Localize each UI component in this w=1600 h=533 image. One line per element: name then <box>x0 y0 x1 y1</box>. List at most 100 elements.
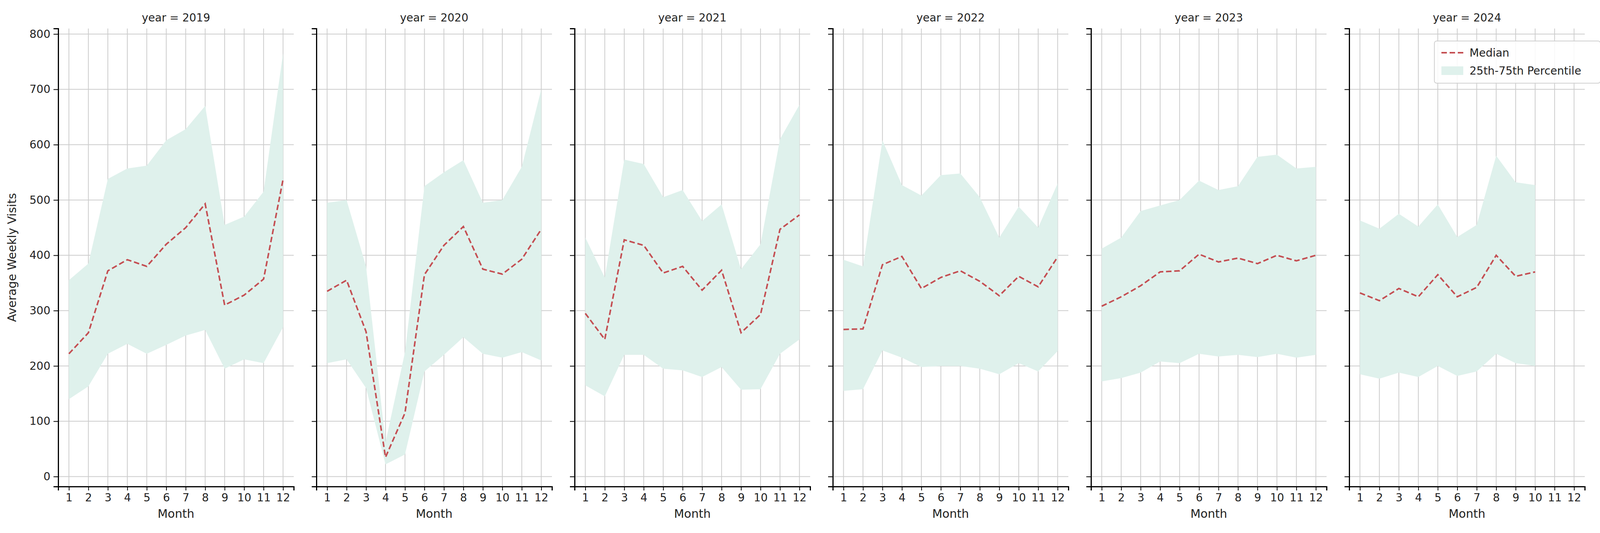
tick-mark <box>282 486 284 491</box>
x-tick: 11 <box>773 486 788 505</box>
y-tick <box>1086 33 1092 35</box>
tick-mark <box>624 486 625 491</box>
grid-line-x <box>862 28 864 487</box>
x-tick: 12 <box>276 486 291 505</box>
tick-label: 8 <box>201 491 209 505</box>
axis-line <box>569 28 575 488</box>
tick-mark <box>1344 33 1350 35</box>
tick-label: 6 <box>1453 491 1461 505</box>
tick-mark <box>53 144 59 146</box>
y-tick: 0 <box>43 470 59 484</box>
y-tick <box>1086 89 1092 90</box>
y-tick: 500 <box>29 193 59 207</box>
x-tick: 10 <box>1270 486 1285 505</box>
tick-mark <box>828 421 833 422</box>
tick-mark <box>1398 486 1400 491</box>
y-tick <box>1086 476 1092 478</box>
grid <box>58 28 294 487</box>
tick-label: 4 <box>123 491 131 505</box>
x-tick: 5 <box>1176 486 1184 505</box>
percentile-band <box>843 140 1058 392</box>
grid-line-y <box>316 33 552 35</box>
tick-label: 2 <box>859 491 867 505</box>
x-tick: 4 <box>1156 486 1164 505</box>
tick-mark <box>1344 476 1350 478</box>
x-tick: 7 <box>957 486 965 505</box>
x-axis-title: Month <box>415 507 453 521</box>
tick-mark <box>541 486 542 491</box>
x-tick: 6 <box>421 486 429 505</box>
x-tick: 1 <box>65 486 73 505</box>
grid <box>1349 28 1585 487</box>
axis-line <box>1086 28 1092 488</box>
x-tick: 8 <box>1492 486 1500 505</box>
axis-line <box>316 487 553 492</box>
tick-label: 4 <box>382 491 390 505</box>
y-tick: 200 <box>29 359 59 373</box>
tick-label: 7 <box>1215 491 1223 505</box>
tick-mark <box>311 476 317 478</box>
tick-label: 5 <box>917 491 925 505</box>
y-tick <box>569 144 575 146</box>
tick-label: 7 <box>957 491 965 505</box>
y-axis <box>828 28 834 488</box>
tick-mark <box>243 486 245 491</box>
y-tick <box>1086 421 1092 422</box>
tick-mark <box>1315 486 1317 491</box>
tick-mark <box>862 486 864 491</box>
tick-label: 1 <box>582 491 590 505</box>
grid-line-y <box>58 89 294 90</box>
tick-mark <box>311 33 317 35</box>
axis-line <box>833 487 1069 492</box>
y-tick <box>1344 200 1350 201</box>
grid-line-y <box>1349 421 1585 422</box>
tick-label: 7 <box>440 491 448 505</box>
tick-mark <box>53 33 59 35</box>
tick-mark <box>107 486 109 491</box>
y-tick <box>569 200 575 201</box>
x-tick: 3 <box>1137 486 1145 505</box>
x-tick: 5 <box>401 486 409 505</box>
tick-label: 9 <box>1254 491 1262 505</box>
grid-line-x <box>1573 28 1575 487</box>
grid-line-y <box>1091 89 1327 90</box>
tick-mark <box>185 486 187 491</box>
x-tick: 2 <box>601 486 609 505</box>
y-tick <box>311 89 317 90</box>
x-tick: 3 <box>104 486 112 505</box>
tick-mark <box>828 89 833 90</box>
x-tick: 6 <box>162 486 170 505</box>
tick-label: 5 <box>143 491 151 505</box>
y-tick: 400 <box>29 248 59 262</box>
tick-label: 12 <box>1050 491 1065 505</box>
tick-mark <box>126 486 128 491</box>
tick-label: 11 <box>773 491 788 505</box>
tick-mark <box>701 486 703 491</box>
tick-label: 12 <box>1308 491 1324 505</box>
tick-mark <box>366 486 367 491</box>
tick-mark <box>960 486 961 491</box>
tick-mark <box>828 255 833 256</box>
tick-mark <box>146 486 148 491</box>
tick-mark <box>569 144 575 146</box>
x-tick: 10 <box>495 486 510 505</box>
tick-mark <box>1437 486 1439 491</box>
tick-mark <box>53 200 59 201</box>
y-tick <box>1344 310 1350 312</box>
grid-line-y <box>316 421 552 422</box>
plot-area <box>326 89 542 465</box>
tick-mark <box>1496 486 1497 491</box>
tick-label: 12 <box>534 491 549 505</box>
y-tick <box>569 366 575 367</box>
grid-line-y <box>832 33 1069 35</box>
x-tick: 12 <box>1567 486 1582 505</box>
tick-label: 7 <box>182 491 190 505</box>
y-axis: 0100200300400500600700800 <box>29 27 59 488</box>
tick-label: 200 <box>29 359 51 373</box>
tick-mark <box>569 89 575 90</box>
y-tick <box>311 144 317 146</box>
y-axis <box>569 28 575 488</box>
tick-label: 11 <box>1547 491 1562 505</box>
y-axis <box>311 28 317 488</box>
tick-label: 12 <box>276 491 291 505</box>
